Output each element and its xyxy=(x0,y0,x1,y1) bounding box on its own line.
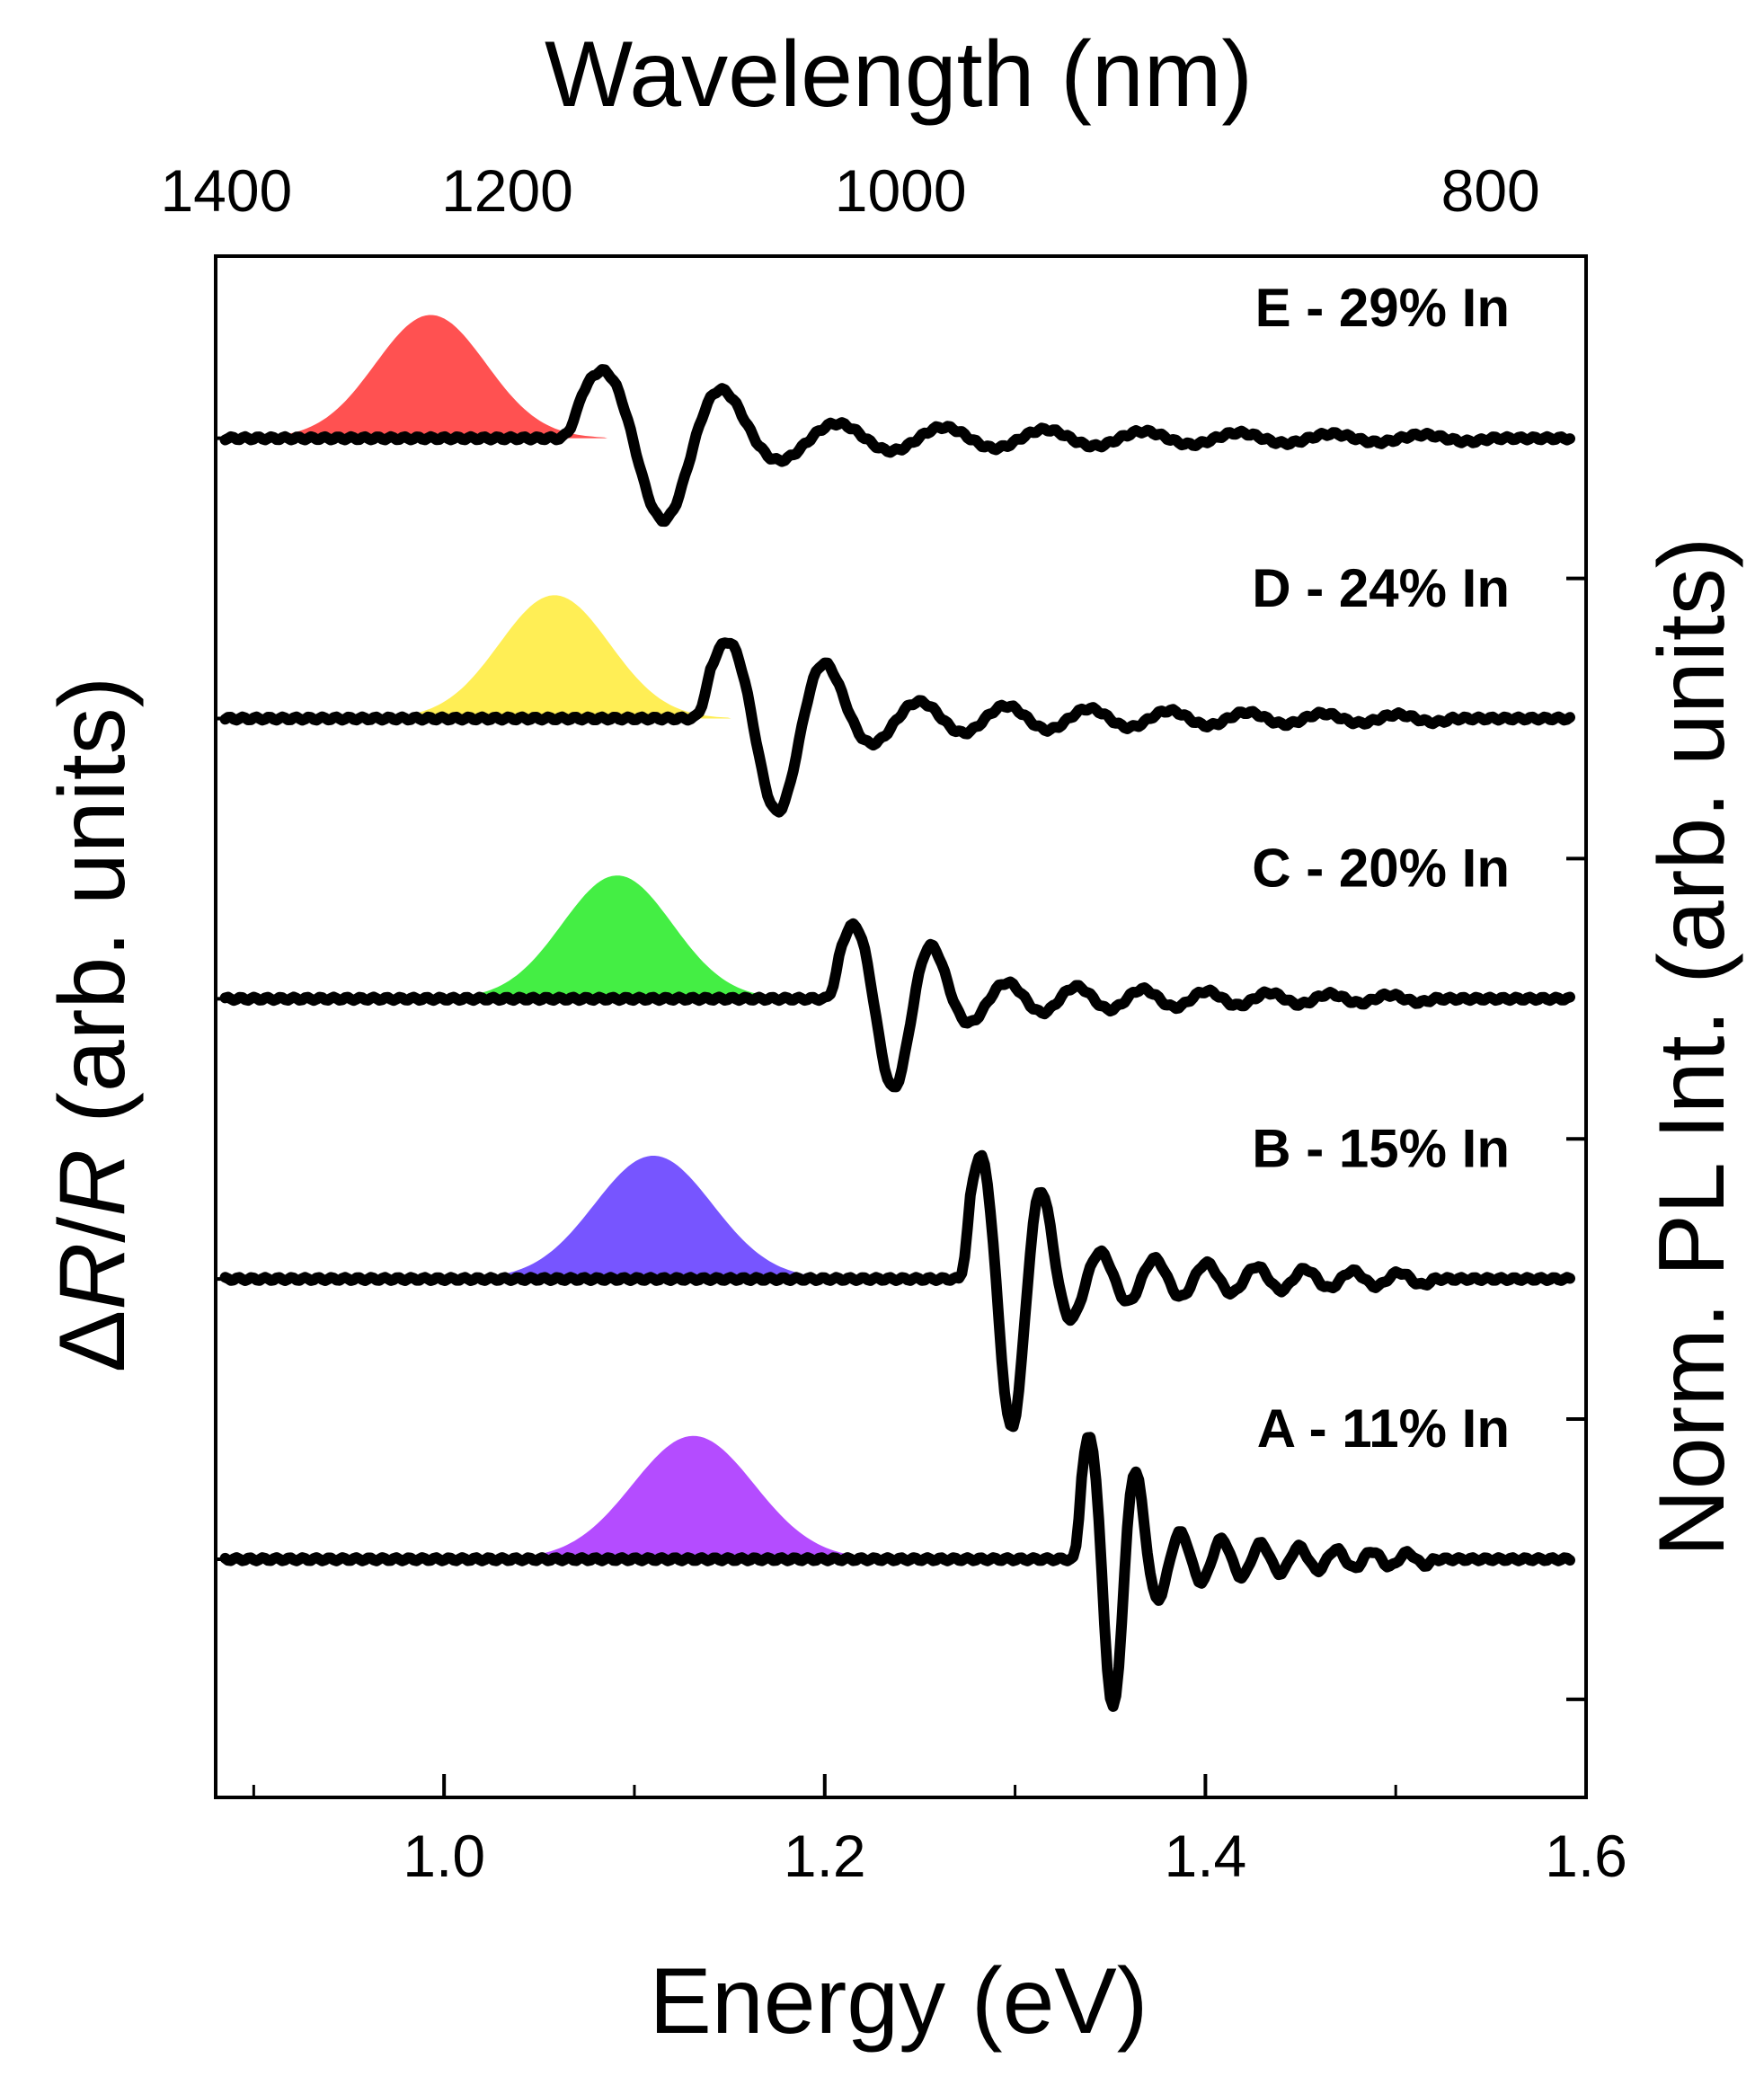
axis-ticks: 1.0 1.2 1.4 1.6 1400 1200 1000 800 xyxy=(160,157,1627,1889)
pr-trace-1 xyxy=(219,637,1575,818)
right-axis-title: Norm. PL Int. (arb. units) xyxy=(1640,537,1744,1557)
series-4: A - 11% In xyxy=(219,1398,1575,1712)
left-axis-title: ΔR/R (arb. units) xyxy=(40,677,145,1373)
series-1: D - 24% In xyxy=(219,558,1575,818)
x-tick-label-2: 1.4 xyxy=(1165,1823,1247,1889)
series-label-0: E - 29% In xyxy=(1255,278,1510,338)
left-axis-title-delta: Δ xyxy=(40,1310,145,1372)
top-tick-label-0: 1400 xyxy=(160,157,292,224)
left-axis-title-slash: / xyxy=(40,1217,145,1243)
series-2: C - 20% In xyxy=(219,838,1575,1093)
series-label-2: C - 20% In xyxy=(1252,838,1510,899)
series-0: E - 29% In xyxy=(219,278,1575,528)
x-axis-title: Energy (eV) xyxy=(650,1949,1148,2054)
plot-frame xyxy=(214,254,1588,1799)
pr-trace-0 xyxy=(219,364,1575,528)
pr-trace-2 xyxy=(219,918,1575,1093)
series-layer: E - 29% In D - 24% In C - 20% In B - 15% In… xyxy=(219,278,1575,1712)
series-label-3: B - 15% In xyxy=(1252,1118,1510,1178)
series-3: B - 15% In xyxy=(219,1118,1575,1433)
series-label-1: D - 24% In xyxy=(1252,558,1510,618)
top-tick-label-3: 800 xyxy=(1441,157,1540,224)
pl-peak-0 xyxy=(253,315,607,439)
series-label-4: A - 11% In xyxy=(1257,1398,1510,1459)
pr-trace-3 xyxy=(219,1149,1575,1433)
left-axis-title-r2: R xyxy=(40,1149,145,1217)
pl-peak-1 xyxy=(377,595,731,719)
top-axis-title: Wavelength (nm) xyxy=(545,22,1253,127)
pl-peak-2 xyxy=(440,875,794,999)
top-tick-label-1: 1200 xyxy=(441,157,573,224)
x-tick-label-0: 1.0 xyxy=(403,1823,485,1889)
x-tick-label-1: 1.2 xyxy=(784,1823,866,1889)
pr-trace-4 xyxy=(219,1432,1575,1712)
left-axis-title-r1: R xyxy=(40,1243,145,1310)
top-tick-label-2: 1000 xyxy=(835,157,967,224)
pl-peak-3 xyxy=(465,1156,843,1280)
left-axis-title-units: (arb. units) xyxy=(40,677,145,1149)
pl-peak-4 xyxy=(498,1435,889,1559)
x-tick-label-3: 1.6 xyxy=(1545,1823,1627,1889)
